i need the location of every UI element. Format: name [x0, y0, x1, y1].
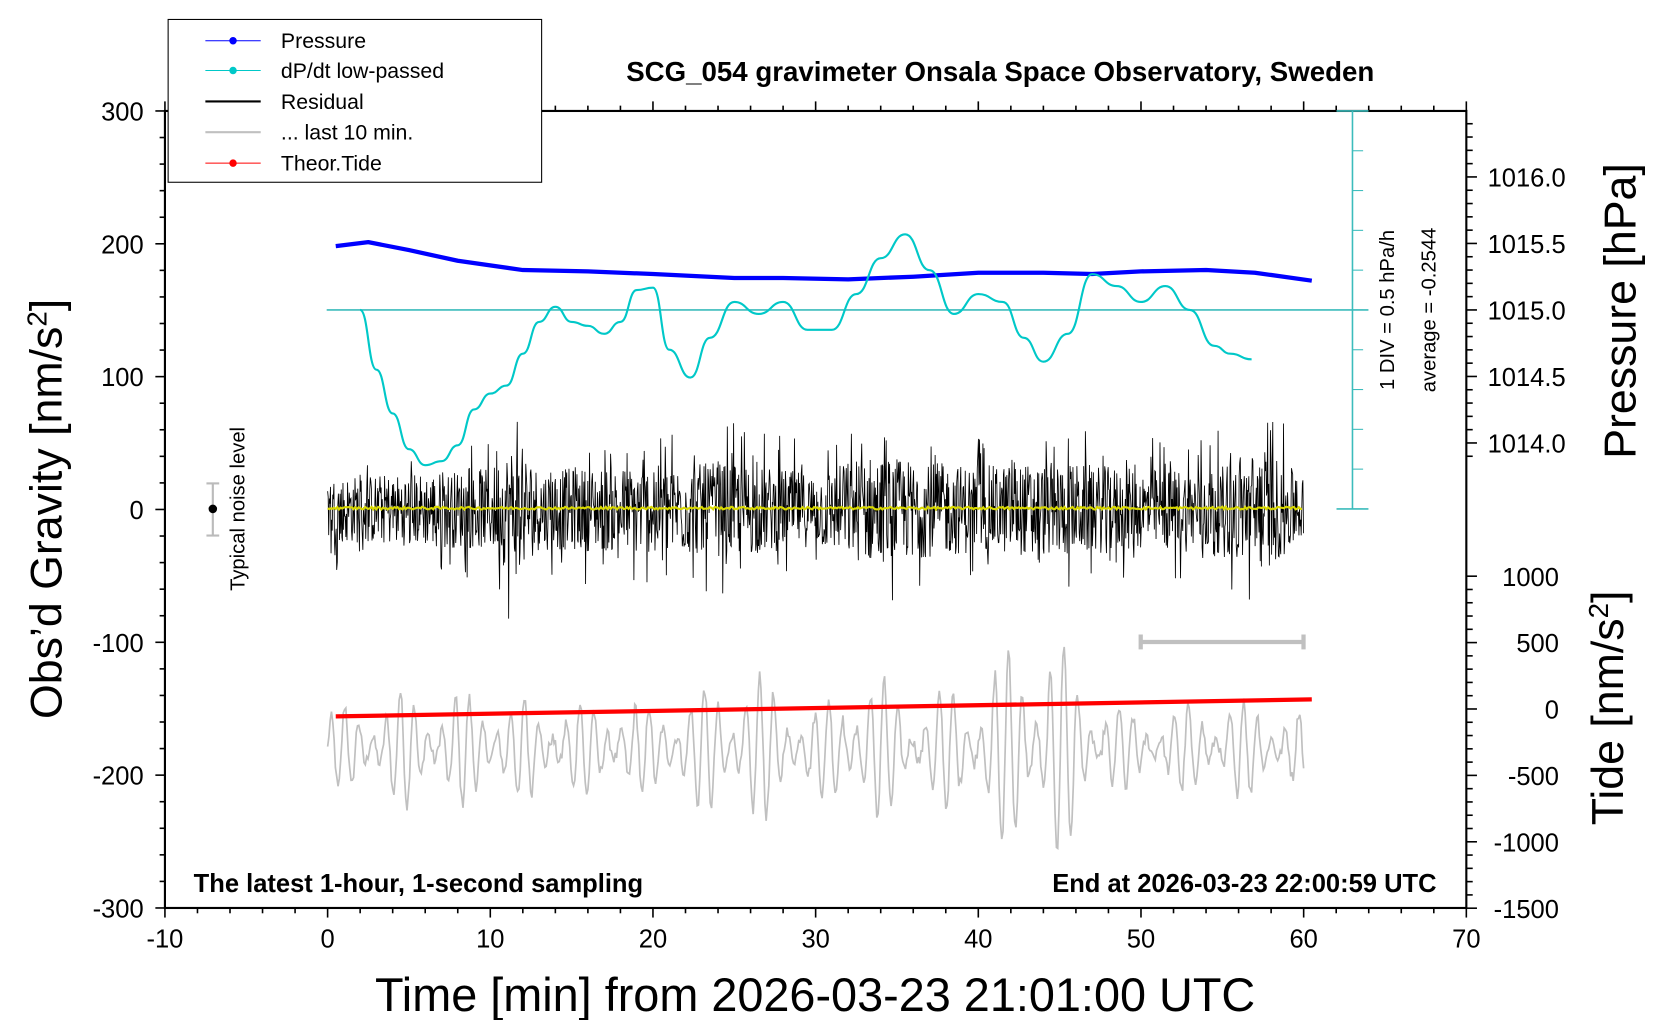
- tide-tick-label: 0: [1545, 697, 1559, 725]
- noise-level-bar: [206, 482, 220, 537]
- x-tick-label: 10: [476, 925, 504, 953]
- tide-tick-label: -1000: [1494, 829, 1559, 857]
- legend-tide: Theor.Tide: [205, 152, 382, 176]
- tide-tick-label: -1500: [1494, 896, 1559, 924]
- series-pressure: [335, 239, 1313, 283]
- series-theor-tide: [335, 697, 1312, 719]
- svg-text:Pressure: Pressure: [281, 29, 366, 53]
- y-tick-label: 200: [101, 231, 144, 259]
- legend-residual: Residual: [205, 90, 364, 114]
- pressure-tick-label: 1016.0: [1488, 165, 1566, 193]
- x-tick-label: 50: [1127, 925, 1155, 953]
- series-dpdt: [359, 233, 1252, 467]
- svg-text:... last 10 min.: ... last 10 min.: [281, 121, 413, 145]
- y-tick-label: 100: [101, 364, 144, 392]
- y-axis-label-tide: Tide [nm/s2]: [1582, 591, 1633, 826]
- y-tick-label: 300: [101, 99, 144, 127]
- series-residual-lowpass: [327, 504, 1303, 512]
- series-last-10-min: [326, 646, 1305, 851]
- svg-text:dP/dt low-passed: dP/dt low-passed: [281, 59, 444, 83]
- annotation-noise: Typical noise level: [228, 427, 250, 591]
- x-tick-label: 40: [964, 925, 992, 953]
- y-tick-label: -200: [93, 763, 144, 791]
- svg-text:Residual: Residual: [281, 90, 364, 114]
- pressure-tick-label: 1014.0: [1488, 431, 1566, 459]
- y-tick-label: 0: [129, 497, 143, 525]
- data-marks: [326, 110, 1369, 851]
- pressure-tick-label: 1015.0: [1488, 298, 1566, 326]
- pressure-tick-label: 1014.5: [1488, 364, 1566, 392]
- annotation-div: 1 DIV = 0.5 hPa/h: [1377, 230, 1399, 390]
- y-axis-label-left: Obs’d Gravity [nm/s2]: [21, 299, 72, 719]
- x-tick-label: -10: [146, 925, 183, 953]
- legend-dpdt: dP/dt low-passed: [205, 59, 444, 83]
- chart-title: SCG_054 gravimeter Onsala Space Observat…: [626, 56, 1374, 87]
- y-axis-label-pressure: Pressure [hPa]: [1597, 163, 1646, 459]
- legend-pressure: Pressure: [205, 29, 366, 53]
- x-tick-label: 60: [1289, 925, 1317, 953]
- legend-last10: ... last 10 min.: [205, 121, 413, 145]
- svg-text:Theor.Tide: Theor.Tide: [281, 152, 382, 176]
- axes-ticks: -10 0 10 20 30 40 50 60 70-300-200-1000100200300…: [93, 99, 1566, 954]
- last-10-min-bar: [1138, 634, 1306, 650]
- tide-tick-label: 500: [1516, 630, 1559, 658]
- y-tick-label: -100: [93, 630, 144, 658]
- series-residual: [327, 421, 1304, 619]
- x-tick-label: 70: [1452, 925, 1480, 953]
- x-axis-label: Time [min] from 2026-03-23 21:01:00 UTC: [375, 969, 1255, 1020]
- tide-tick-label: 1000: [1502, 564, 1559, 592]
- pressure-tick-label: 1015.5: [1488, 231, 1566, 259]
- annotation-end-time: End at 2026-03-23 22:00:59 UTC: [1052, 870, 1436, 898]
- y-tick-label: -300: [93, 896, 144, 924]
- annotation-average: average = -0.2544: [1418, 228, 1440, 393]
- legend: Pressure dP/dt low-passed Residual ... l…: [167, 18, 543, 183]
- annotation-sampling: The latest 1-hour, 1-second sampling: [194, 870, 643, 898]
- x-tick-label: 20: [639, 925, 667, 953]
- x-tick-label: 0: [321, 925, 335, 953]
- x-tick-label: 30: [801, 925, 829, 953]
- tide-tick-label: -500: [1508, 763, 1559, 791]
